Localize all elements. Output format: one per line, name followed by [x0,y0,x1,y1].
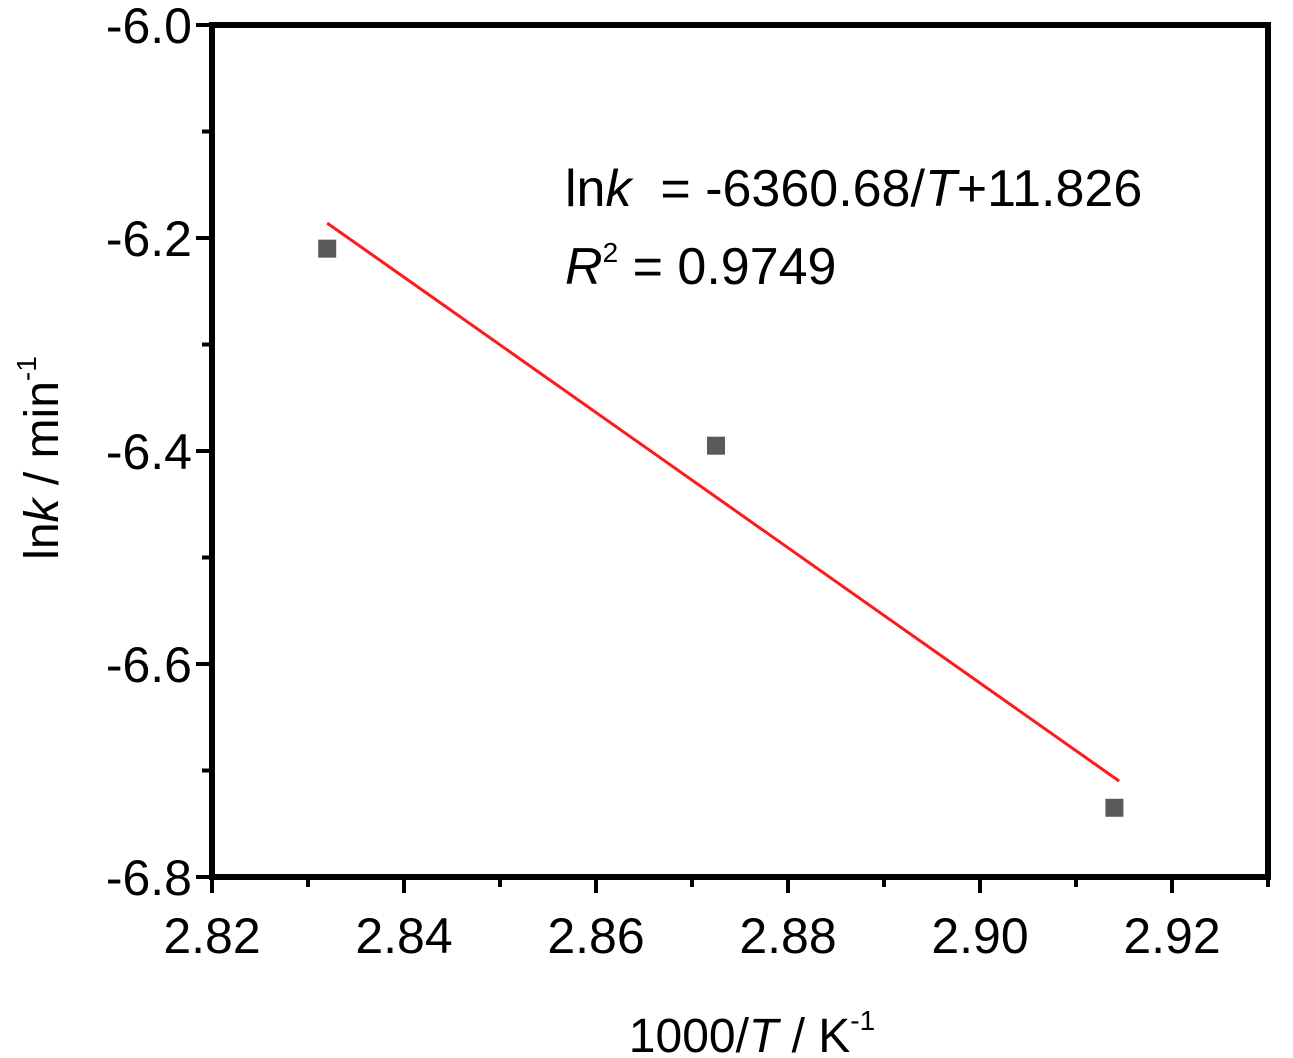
data-point [1105,798,1124,817]
fit-equation: lnk = -6360.68/T+11.826 [565,160,1142,218]
x-tick-label: 2.90 [931,908,1028,964]
y-tick-label: -6.4 [106,424,192,480]
x-axis-title: 1000/T / K-1 [629,1005,875,1058]
x-tick-label: 2.88 [739,908,836,964]
x-tick-label: 2.84 [355,908,452,964]
y-tick-label: -6.6 [106,637,192,693]
data-marks [318,221,1124,817]
y-tick-label: -6.8 [106,850,192,906]
plot-frame [209,22,1271,880]
x-tick-labels: 2.82 2.84 2.86 2.88 2.90 2.92 [163,908,1220,964]
x-tick-label: 2.86 [547,908,644,964]
y-tick-labels: -6.0 -6.2 -6.4 -6.6 -6.8 [106,0,192,906]
data-point [707,436,725,455]
y-tick-label: -6.0 [106,0,192,54]
y-axis-title: lnk / min-1 [11,356,69,560]
fit-line [326,221,1121,783]
y-tick-label: -6.2 [106,211,192,267]
r-squared: R2 = 0.9749 [565,237,836,296]
x-tick-label: 2.82 [163,908,260,964]
x-tick-label: 2.92 [1123,908,1220,964]
axis-ticks [196,23,1270,893]
data-point [318,239,337,258]
